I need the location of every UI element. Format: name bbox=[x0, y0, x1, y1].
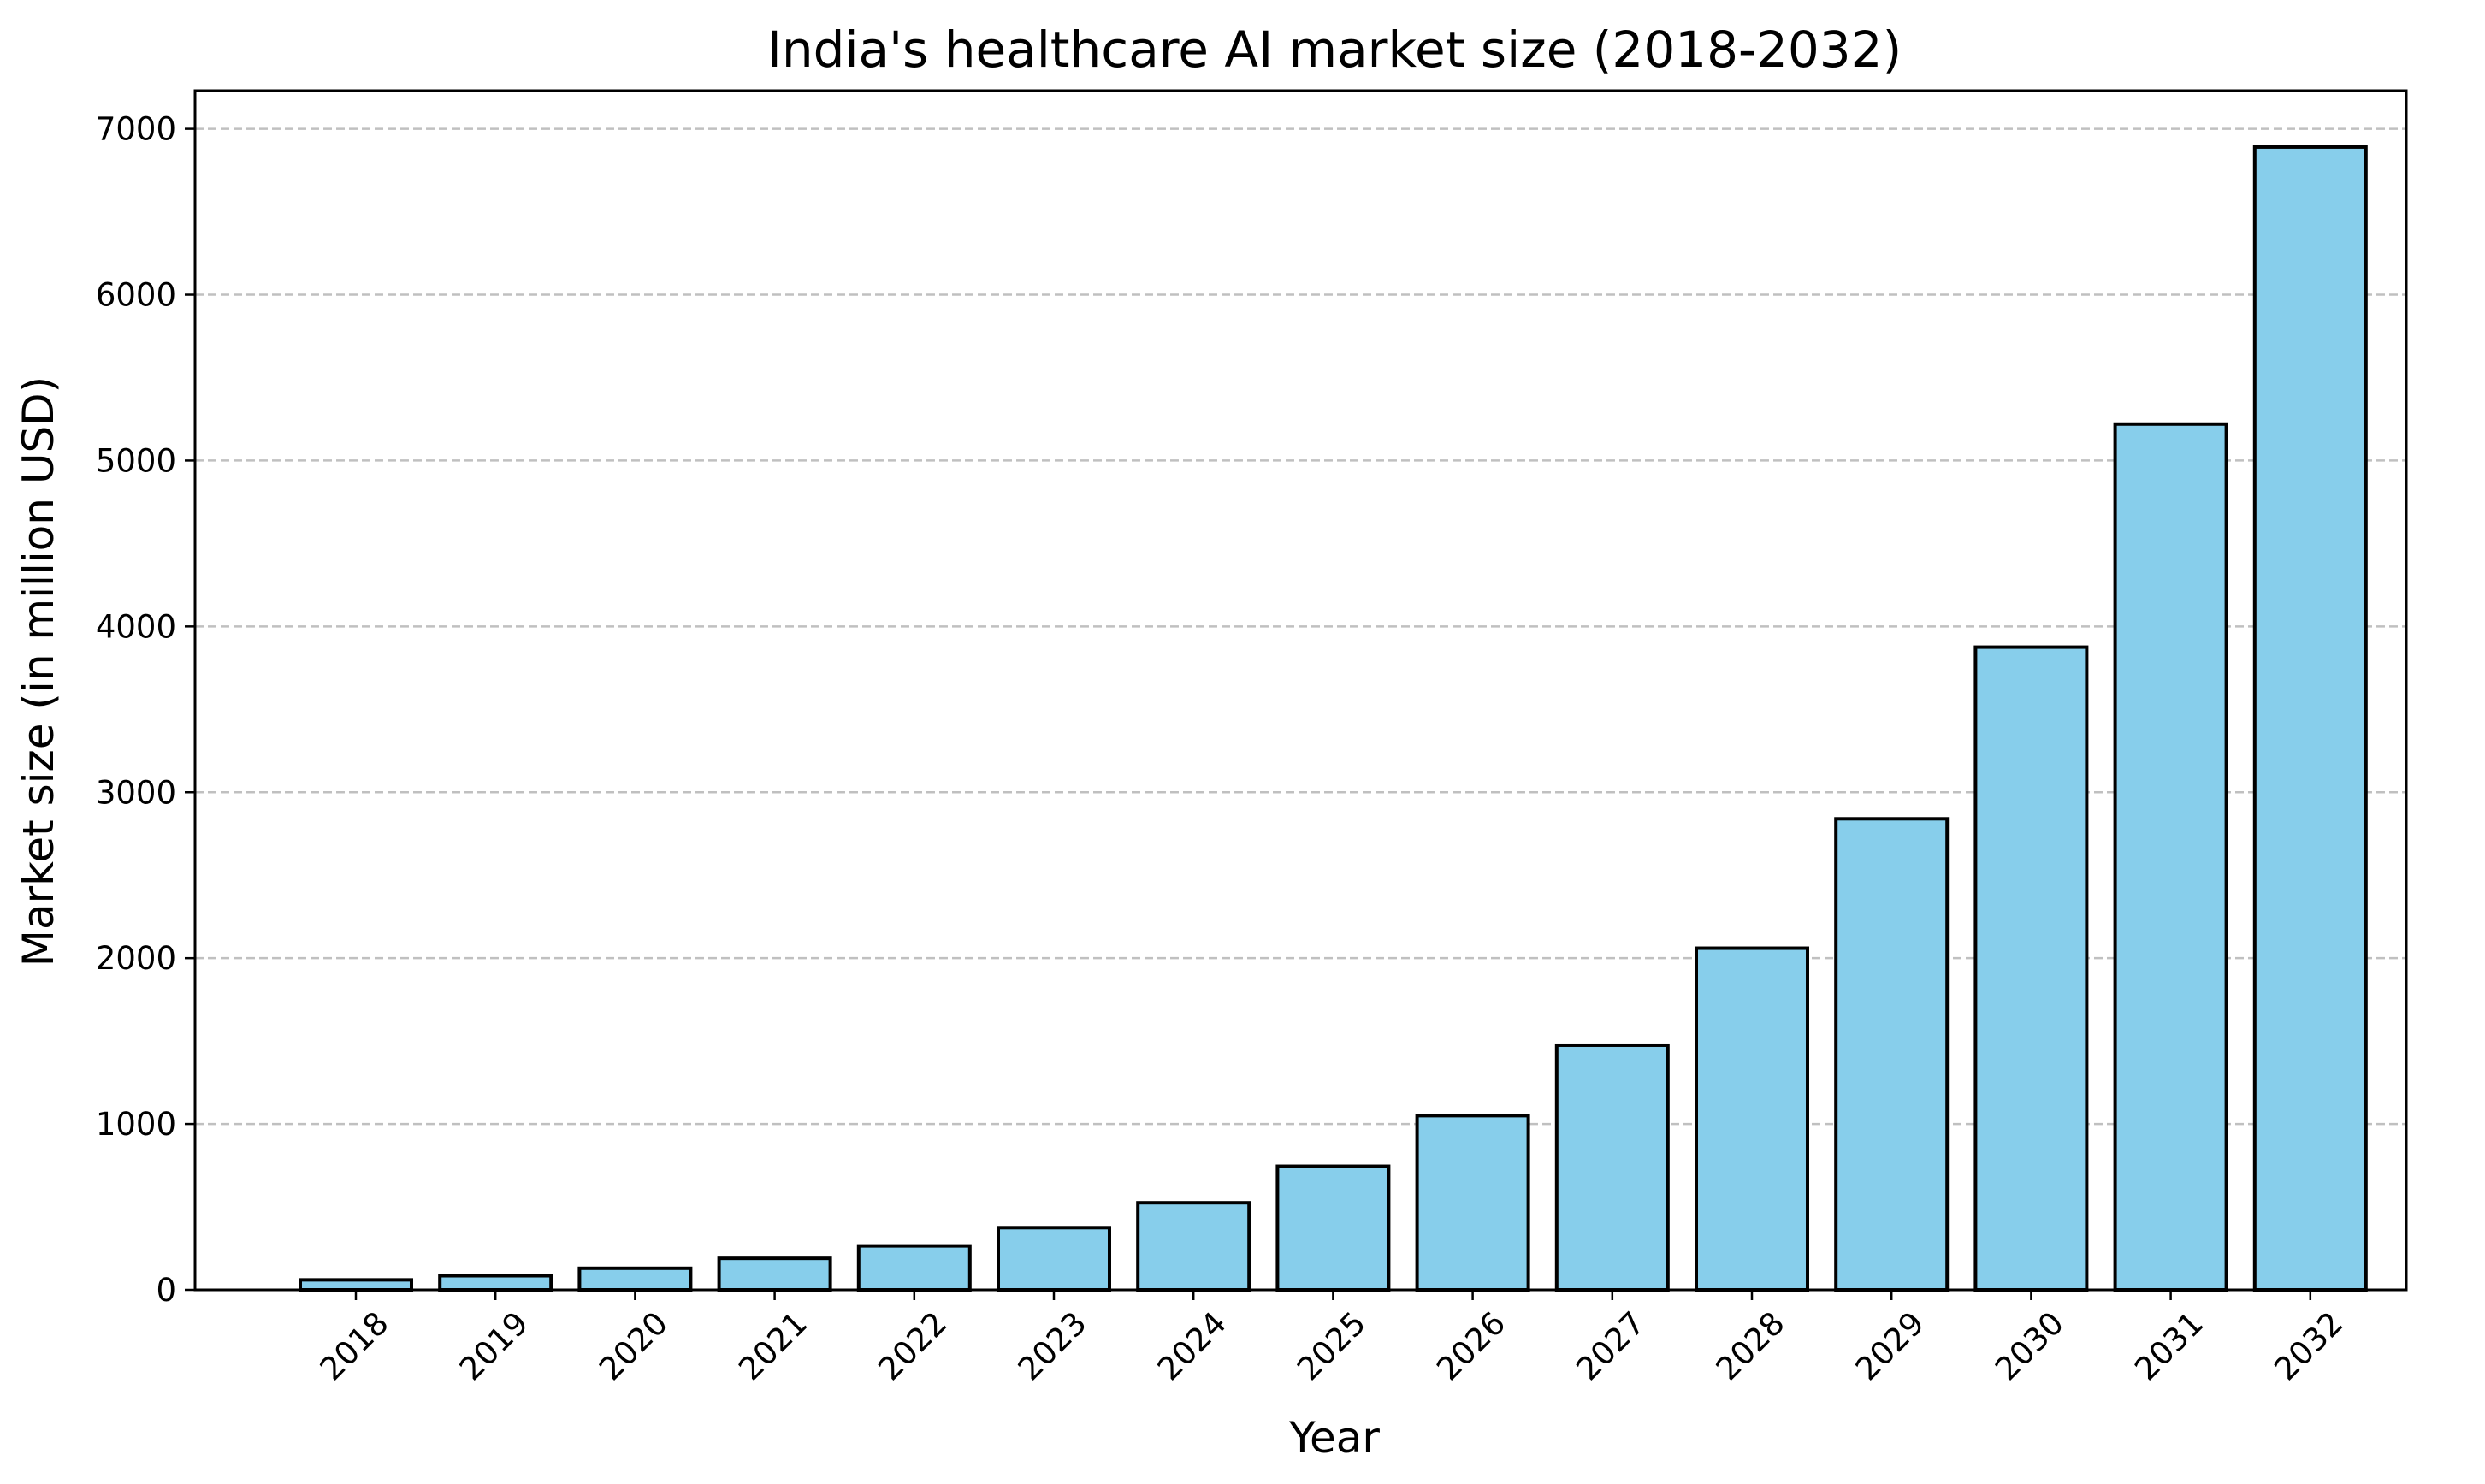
x-tick-label: 2022 bbox=[871, 1304, 954, 1387]
y-tick-label: 7000 bbox=[96, 111, 176, 148]
y-tick-label: 6000 bbox=[96, 277, 176, 314]
bar-2026 bbox=[1415, 1114, 1530, 1292]
x-tick-label: 2031 bbox=[2127, 1304, 2210, 1387]
bar-2023 bbox=[997, 1226, 1111, 1292]
bars bbox=[299, 145, 2368, 1292]
bar-2020 bbox=[577, 1266, 693, 1292]
x-tick-label: 2020 bbox=[592, 1304, 675, 1387]
y-tick-label: 4000 bbox=[96, 608, 176, 645]
bar-2032 bbox=[2252, 145, 2368, 1292]
x-axis-label: Year bbox=[1288, 1413, 1380, 1463]
y-axis-label: Market size (in million USD) bbox=[14, 376, 63, 967]
x-tick-label: 2032 bbox=[2267, 1304, 2350, 1387]
x-tick-label: 2026 bbox=[1429, 1304, 1512, 1387]
y-tick-label: 1000 bbox=[96, 1106, 176, 1143]
x-tick-label: 2027 bbox=[1569, 1304, 1652, 1387]
x-tick-label: 2024 bbox=[1151, 1304, 1234, 1387]
bar-2018 bbox=[299, 1278, 413, 1292]
x-tick-label: 2023 bbox=[1011, 1304, 1094, 1387]
x-tick-label: 2028 bbox=[1709, 1304, 1792, 1387]
y-tick-label: 0 bbox=[156, 1272, 176, 1309]
chart-title: India's healthcare AI market size (2018-… bbox=[767, 21, 1902, 79]
bar-2031 bbox=[2113, 422, 2228, 1292]
bar-2027 bbox=[1554, 1043, 1670, 1292]
x-tick-label: 2018 bbox=[313, 1304, 396, 1387]
x-tick-label: 2030 bbox=[1988, 1304, 2071, 1387]
x-tick-label: 2021 bbox=[731, 1304, 814, 1387]
bar-2021 bbox=[717, 1256, 832, 1292]
y-tick-label: 5000 bbox=[96, 442, 176, 479]
bar-2030 bbox=[1973, 645, 2089, 1292]
bar-2022 bbox=[856, 1244, 972, 1292]
plot-frame bbox=[193, 89, 2408, 1292]
y-tick-label: 3000 bbox=[96, 774, 176, 811]
x-tick-label: 2019 bbox=[453, 1304, 535, 1387]
bar-2019 bbox=[438, 1274, 553, 1292]
x-tick-label: 2025 bbox=[1290, 1304, 1373, 1387]
bar-2025 bbox=[1275, 1164, 1391, 1292]
bar-2028 bbox=[1695, 946, 1809, 1292]
bar-2024 bbox=[1136, 1201, 1251, 1292]
y-tick-label: 2000 bbox=[96, 940, 176, 977]
bar-2029 bbox=[1834, 817, 1950, 1292]
x-tick-label: 2029 bbox=[1849, 1304, 1932, 1387]
